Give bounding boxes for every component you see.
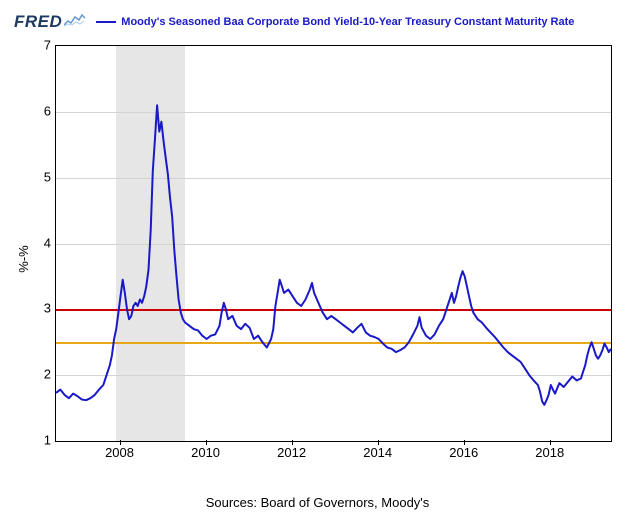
logo-chart-icon [64, 12, 86, 32]
sources-text: Sources: Board of Governors, Moody's [0, 495, 635, 510]
legend: Moody's Seasoned Baa Corporate Bond Yiel… [96, 16, 574, 28]
y-axis-label: %-% [16, 245, 31, 272]
fred-logo: FRED [14, 12, 86, 32]
logo-text: FRED [14, 12, 62, 32]
legend-swatch [96, 21, 116, 24]
chart-header: FRED Moody's Seasoned Baa Corporate Bond… [14, 8, 621, 36]
chart-container: FRED Moody's Seasoned Baa Corporate Bond… [0, 0, 635, 518]
plot-area [55, 45, 612, 442]
legend-label: Moody's Seasoned Baa Corporate Bond Yiel… [121, 16, 574, 28]
data-series [56, 46, 611, 441]
